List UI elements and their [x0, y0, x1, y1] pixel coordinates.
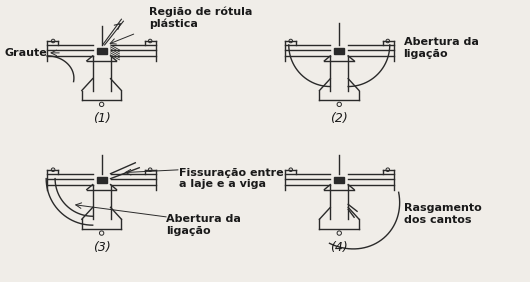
Text: Fissuração entre
a laje e a viga: Fissuração entre a laje e a viga [179, 168, 284, 189]
Text: Graute: Graute [5, 48, 47, 58]
Text: (1): (1) [93, 112, 110, 125]
Bar [96, 48, 107, 54]
Text: Abertura da
ligação: Abertura da ligação [166, 214, 241, 236]
Text: Rasgamento
dos cantos: Rasgamento dos cantos [404, 204, 481, 225]
Text: (3): (3) [93, 241, 110, 254]
Text: (2): (2) [330, 112, 348, 125]
Text: Região de rótula
plástica: Região de rótula plástica [149, 6, 252, 29]
Text: Abertura da
ligação: Abertura da ligação [404, 37, 479, 59]
Bar [334, 177, 344, 182]
Bar [334, 48, 344, 54]
Text: (4): (4) [330, 241, 348, 254]
Bar [96, 177, 107, 182]
